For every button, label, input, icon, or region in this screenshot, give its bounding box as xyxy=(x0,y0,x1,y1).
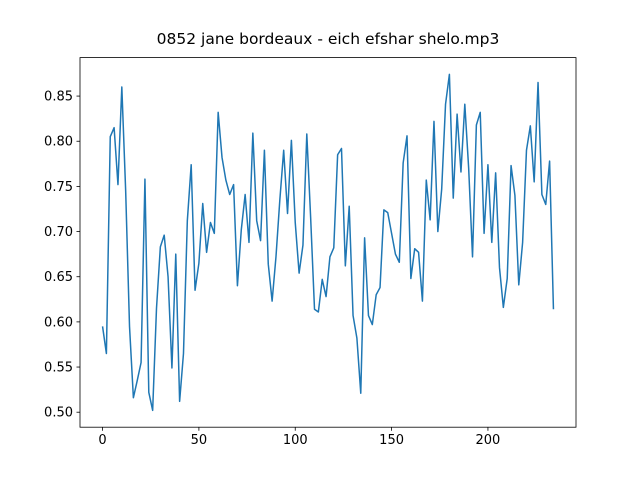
chart-title: 0852 jane bordeaux - eich efshar shelo.m… xyxy=(157,30,500,48)
x-tick-label: 150 xyxy=(379,433,404,448)
y-tick-label: 0.65 xyxy=(44,270,73,285)
y-tick-label: 0.60 xyxy=(44,315,73,330)
x-tick-label: 50 xyxy=(191,433,208,448)
x-tick-label: 200 xyxy=(476,433,501,448)
y-tick-label: 0.80 xyxy=(44,135,73,150)
x-tick-label: 0 xyxy=(98,433,106,448)
y-tick-label: 0.55 xyxy=(44,361,73,376)
y-tick-label: 0.50 xyxy=(44,406,73,421)
x-tick-label: 100 xyxy=(283,433,308,448)
data-line xyxy=(101,73,555,412)
y-tick-label: 0.75 xyxy=(44,180,73,195)
y-tick-label: 0.85 xyxy=(44,90,73,105)
y-tick-label: 0.70 xyxy=(44,225,73,240)
plot-frame xyxy=(79,57,577,428)
